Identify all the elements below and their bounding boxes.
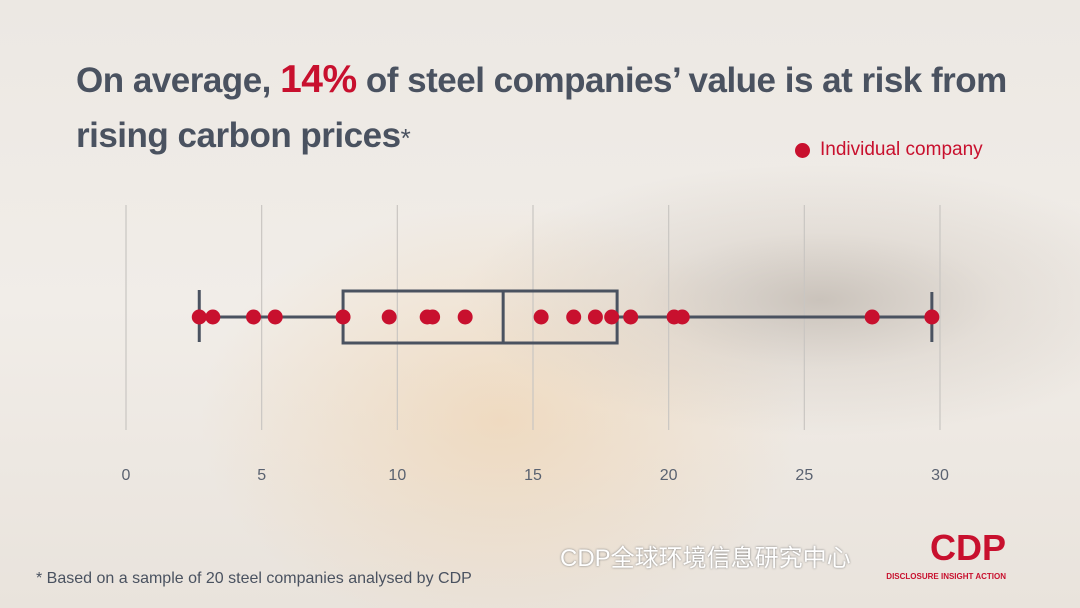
company-point <box>335 309 351 325</box>
title-asterisk: * <box>400 123 411 153</box>
company-point <box>566 309 582 325</box>
x-tick-label: 10 <box>388 467 406 484</box>
x-tick-label: 20 <box>660 467 678 484</box>
title-highlight: 14% <box>280 58 357 101</box>
logo-text: CDP <box>930 527 1007 568</box>
company-point <box>191 309 207 325</box>
cdp-logo: CDP DISCLOSURE INSIGHT ACTION <box>886 527 1007 582</box>
watermark: CDP全球环境信息研究中心 <box>560 545 851 572</box>
title-text-rest: of steel companies’ value is at risk fro… <box>76 61 1007 155</box>
x-tick-label: 30 <box>931 467 949 484</box>
company-point <box>623 309 639 325</box>
company-point <box>604 309 620 325</box>
company-point <box>425 309 441 325</box>
x-tick-label: 15 <box>524 467 542 484</box>
company-point <box>587 309 603 325</box>
x-tick-label: 0 <box>122 467 131 484</box>
legend: Individual company <box>795 139 983 161</box>
company-point <box>267 309 283 325</box>
company-point <box>924 309 940 325</box>
company-point <box>457 309 473 325</box>
x-tick-label: 5 <box>257 467 266 484</box>
legend-label: Individual company <box>820 139 983 160</box>
legend-dot-icon <box>795 142 810 158</box>
company-point <box>864 309 880 325</box>
title-text: On average, <box>76 61 281 100</box>
company-point <box>533 309 549 325</box>
company-point <box>246 309 262 325</box>
company-point <box>674 309 690 325</box>
footnote: * Based on a sample of 20 steel companie… <box>36 570 472 587</box>
company-point <box>205 309 221 325</box>
chart-title: On average, 14% of steel companies’ valu… <box>76 52 1066 166</box>
logo-tagline: DISCLOSURE INSIGHT ACTION <box>886 572 1007 581</box>
x-tick-label: 25 <box>795 467 813 484</box>
company-point <box>381 309 397 325</box>
